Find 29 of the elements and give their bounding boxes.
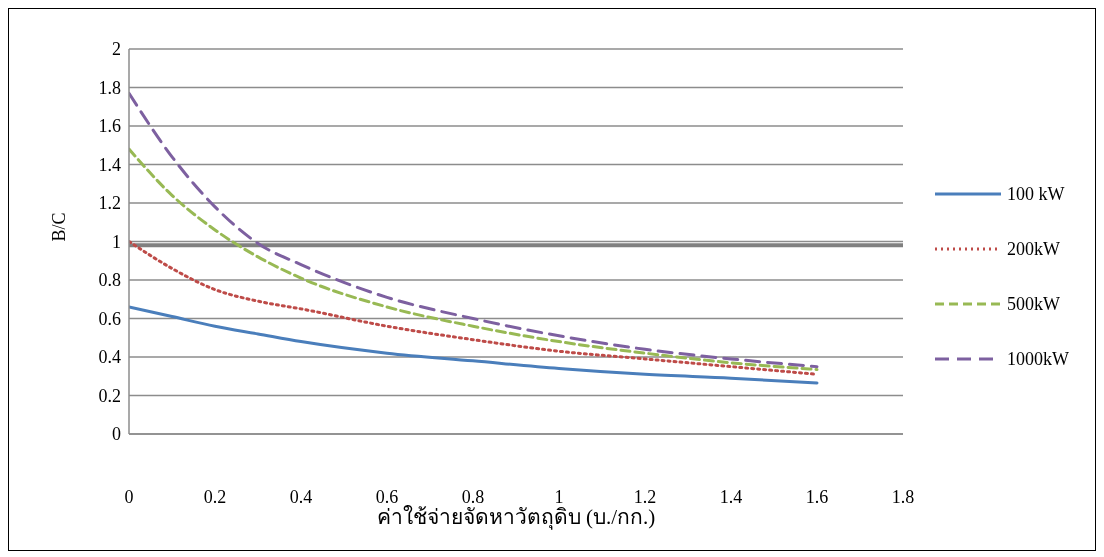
legend-label: 100 kW [1007,183,1065,205]
x-tick-label: 1.8 [891,486,915,507]
y-tick-label: 1.2 [98,193,121,214]
y-tick-label: 2 [112,39,121,60]
y-tick-label: 0.2 [98,385,121,406]
x-tick-label: 1.4 [719,486,743,507]
line-series [129,147,819,372]
y-axis-title: B/C [49,212,70,242]
x-tick-label: 0.8 [461,486,485,507]
y-tick-label: 1 [112,231,121,252]
legend-label: 500kW [1007,293,1060,315]
y-tick-label: 0.4 [98,347,121,368]
legend-label: 1000kW [1007,348,1069,370]
y-tick-label: 0.6 [98,308,121,329]
x-tick-label: 1.2 [633,486,657,507]
x-tick-label: 0.6 [375,486,399,507]
legend-label: 200kW [1007,238,1060,260]
x-tick-label: 0.2 [203,486,227,507]
x-tick-label: 1.6 [805,486,829,507]
x-tick-label: 0.4 [289,486,313,507]
line-series [129,91,819,369]
y-tick-label: 1.6 [98,116,121,137]
y-tick-label: 1.8 [98,77,121,98]
y-tick-label: 1.4 [98,154,121,175]
y-tick-label: 0 [112,424,121,445]
line-series [129,305,819,385]
x-tick-label: 1 [554,486,564,507]
x-axis-title: ค่าใช้จ่ายจัดหาวัตถุดิบ (บ./กก.) [376,505,656,530]
y-tick-label: 0.8 [98,270,121,291]
